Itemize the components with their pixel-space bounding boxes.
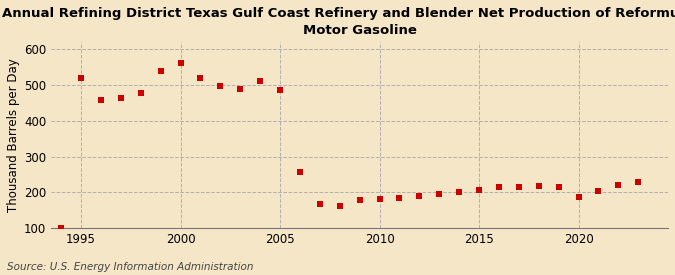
Point xyxy=(613,182,624,187)
Point xyxy=(56,226,67,230)
Point xyxy=(533,184,544,188)
Point xyxy=(394,196,405,200)
Y-axis label: Thousand Barrels per Day: Thousand Barrels per Day xyxy=(7,58,20,212)
Point xyxy=(115,96,126,101)
Point xyxy=(554,185,564,189)
Point xyxy=(254,79,265,83)
Title: Annual Refining District Texas Gulf Coast Refinery and Blender Net Production of: Annual Refining District Texas Gulf Coas… xyxy=(2,7,675,37)
Point xyxy=(514,185,524,189)
Point xyxy=(374,196,385,201)
Point xyxy=(334,204,345,208)
Point xyxy=(175,61,186,65)
Point xyxy=(474,187,485,192)
Point xyxy=(294,170,305,174)
Point xyxy=(155,69,166,73)
Point xyxy=(632,180,643,184)
Point xyxy=(76,76,86,80)
Point xyxy=(215,84,225,89)
Point xyxy=(235,87,246,91)
Point xyxy=(195,76,206,80)
Point xyxy=(414,194,425,198)
Point xyxy=(434,191,445,196)
Point xyxy=(593,188,604,193)
Point xyxy=(275,88,286,92)
Point xyxy=(454,190,464,195)
Point xyxy=(573,194,584,199)
Point xyxy=(354,198,365,202)
Point xyxy=(96,98,107,102)
Point xyxy=(315,202,325,206)
Point xyxy=(493,185,504,189)
Text: Source: U.S. Energy Information Administration: Source: U.S. Energy Information Administ… xyxy=(7,262,253,272)
Point xyxy=(136,91,146,96)
